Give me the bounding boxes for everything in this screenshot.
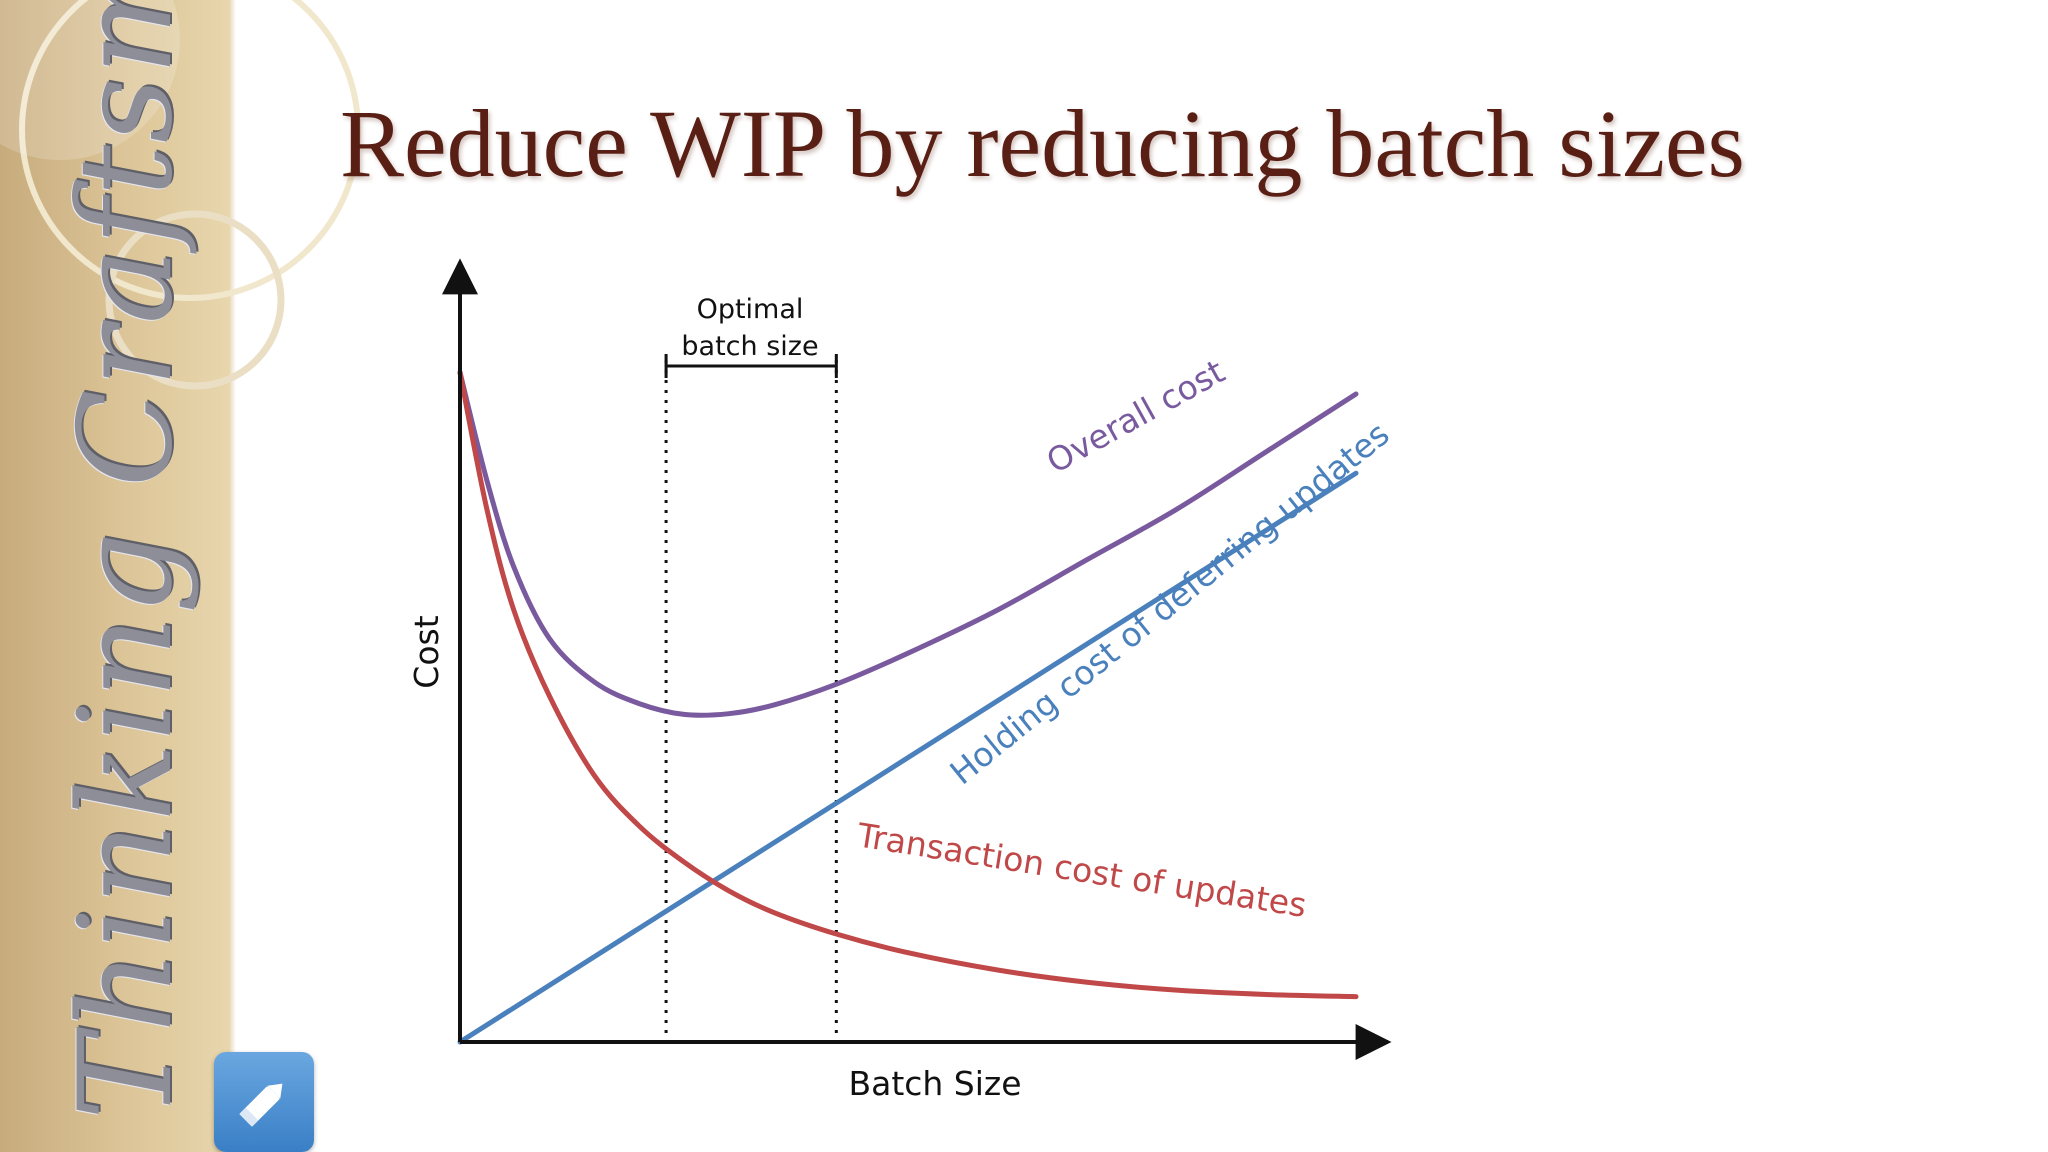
series-line-overall-cost (457, 369, 1359, 718)
pencil-icon (239, 1083, 283, 1127)
page-title: Reduce WIP by reducing batch sizes (340, 90, 1745, 197)
y-axis-label: Cost (407, 615, 446, 688)
sidebar-band (0, 0, 230, 1152)
decor-circle-small (105, 210, 285, 390)
decor-circle-large (19, 0, 361, 301)
series-line-transaction-cost (457, 369, 1359, 1000)
series-line-holding-cost (457, 470, 1359, 1045)
optimal-label-line2: batch size (681, 331, 818, 362)
edit-button[interactable] (214, 1052, 314, 1152)
optimal-range-bracket (664, 354, 838, 378)
sidebar-band-edge (230, 0, 236, 1152)
optimal-label-line1: Optimal (697, 294, 804, 325)
plot-layer (457, 354, 1359, 1045)
decor-circle-corner (0, 0, 180, 160)
series-label-overall-cost: Overall cost (1040, 351, 1231, 481)
x-axis-label: Batch Size (848, 1064, 1021, 1103)
decorative-circles (0, 0, 361, 390)
series-label-transaction-cost: Transaction cost of updates (854, 815, 1309, 925)
